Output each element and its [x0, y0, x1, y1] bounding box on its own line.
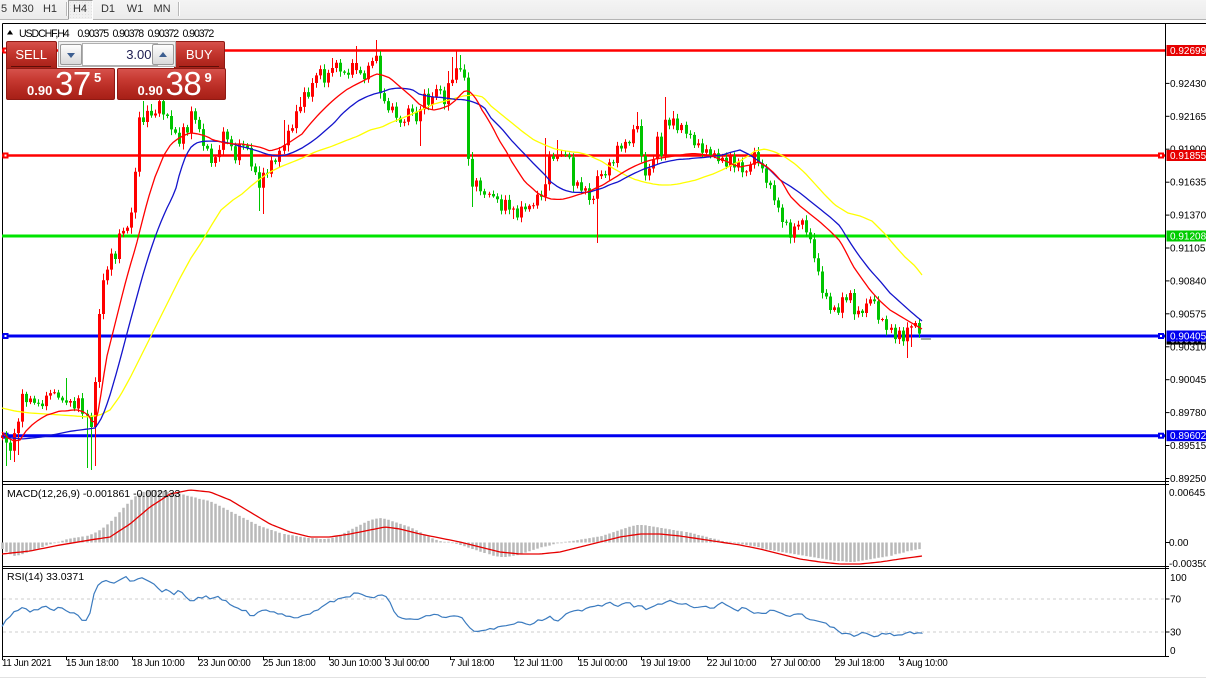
svg-text:0.89250: 0.89250: [1170, 474, 1206, 485]
svg-text:RSI(14) 33.0371: RSI(14) 33.0371: [7, 571, 84, 583]
svg-text:0.91370: 0.91370: [1170, 211, 1206, 222]
svg-text:0.92165: 0.92165: [1170, 112, 1206, 123]
svg-text:11 Jun 2021: 11 Jun 2021: [2, 658, 51, 669]
svg-text:0.92699: 0.92699: [1170, 46, 1206, 57]
svg-text:29 Jul 18:00: 29 Jul 18:00: [835, 658, 885, 669]
svg-text:15 Jun 18:00: 15 Jun 18:00: [66, 658, 119, 669]
svg-text:0.91105: 0.91105: [1170, 244, 1206, 255]
svg-text:19 Jul 19:00: 19 Jul 19:00: [641, 658, 691, 669]
svg-text:15 Jul 00:00: 15 Jul 00:00: [578, 658, 628, 669]
svg-text:25 Jun 18:00: 25 Jun 18:00: [263, 658, 316, 669]
svg-text:0.00: 0.00: [1169, 538, 1189, 549]
svg-text:0.90840: 0.90840: [1170, 276, 1206, 287]
svg-text:70: 70: [1170, 595, 1182, 606]
svg-text:MACD(12,26,9) -0.001861 -0.002: MACD(12,26,9) -0.001861 -0.002133: [7, 488, 181, 500]
svg-text:0.89515: 0.89515: [1170, 441, 1206, 452]
svg-text:0.91208: 0.91208: [1170, 232, 1206, 243]
svg-text:0.90045: 0.90045: [1170, 375, 1206, 386]
svg-text:0.006451: 0.006451: [1169, 488, 1206, 499]
svg-text:0.91635: 0.91635: [1170, 178, 1206, 189]
svg-text:0.91855: 0.91855: [1170, 151, 1206, 162]
svg-text:12 Jul 11:00: 12 Jul 11:00: [514, 658, 563, 669]
svg-text:7 Jul 18:00: 7 Jul 18:00: [450, 658, 495, 669]
svg-text:0.92430: 0.92430: [1170, 79, 1206, 90]
svg-text:30 Jun 10:00: 30 Jun 10:00: [329, 658, 382, 669]
svg-text:100: 100: [1170, 573, 1187, 584]
svg-text:27 Jul 00:00: 27 Jul 00:00: [771, 658, 821, 669]
svg-text:3 Jul 00:00: 3 Jul 00:00: [385, 658, 430, 669]
svg-text:18 Jun 10:00: 18 Jun 10:00: [132, 658, 185, 669]
svg-text:0.90310: 0.90310: [1170, 342, 1206, 353]
svg-text:23 Jun 00:00: 23 Jun 00:00: [198, 658, 251, 669]
svg-text:0.90575: 0.90575: [1170, 309, 1206, 320]
svg-text:0.89602: 0.89602: [1170, 431, 1206, 442]
svg-text:0.89780: 0.89780: [1170, 408, 1206, 419]
svg-text:3 Aug 10:00: 3 Aug 10:00: [899, 658, 948, 669]
svg-text:0.90405: 0.90405: [1170, 332, 1206, 343]
svg-text:30: 30: [1170, 628, 1182, 639]
svg-text:USDCHF,H4 0.90375 0.90378 0.9: USDCHF,H4 0.90375 0.90378 0.90372 0.9037…: [19, 28, 214, 40]
svg-text:22 Jul 10:00: 22 Jul 10:00: [707, 658, 757, 669]
svg-text:0: 0: [1170, 646, 1176, 657]
svg-text:-0.003507: -0.003507: [1169, 559, 1206, 570]
